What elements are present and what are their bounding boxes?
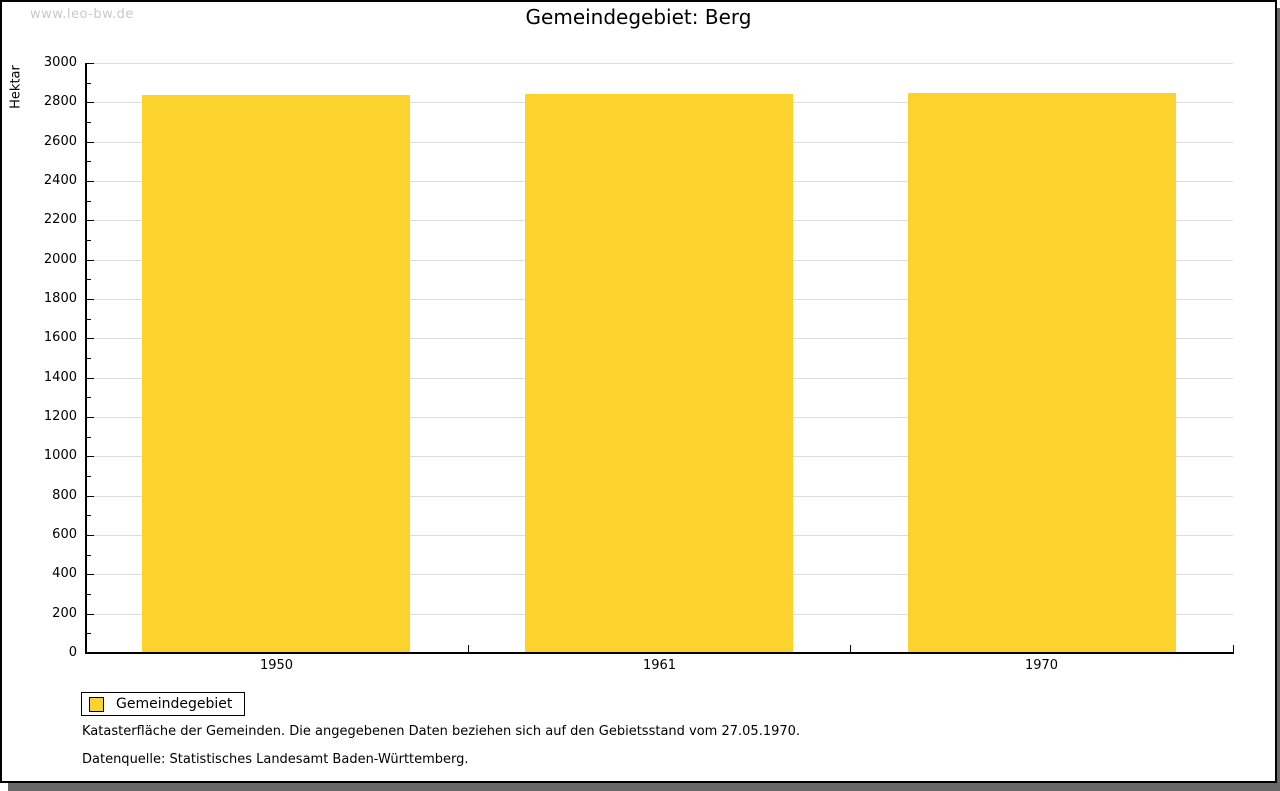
y-minor-tick [87,515,91,516]
bar-1950 [142,95,410,653]
watermark-text: www.leo-bw.de [30,7,134,22]
x-tick-label: 1961 [642,658,677,673]
y-tick-label: 2000 [43,252,77,267]
y-axis-title-text: Hektar [8,65,24,109]
x-axis-line [85,652,1234,654]
y-major-tick [87,456,94,457]
y-minor-tick [87,201,91,202]
y-major-tick [87,220,94,221]
x-tick-label: 1970 [1024,658,1059,673]
y-axis-line [85,63,87,654]
y-minor-tick [87,122,91,123]
y-tick-label: 600 [52,527,77,542]
y-major-tick [87,142,94,143]
footer-note: Katasterfläche der Gemeinden. Die angege… [82,724,801,739]
y-major-tick [87,260,94,261]
x-boundary-tick [1233,645,1234,653]
y-tick-label: 2600 [43,134,77,149]
y-tick-label: 1400 [43,370,77,385]
legend-swatch [89,696,104,712]
y-tick-label: 200 [52,606,77,621]
x-boundary-tick [85,645,86,653]
y-major-tick [87,299,94,300]
x-boundary-tick [850,645,851,653]
x-tick-label: 1950 [259,658,294,673]
bar-1961 [525,94,793,653]
chart-title: Gemeindegebiet: Berg [525,5,752,29]
y-minor-tick [87,555,91,556]
y-tick-label: 0 [68,645,77,660]
y-minor-tick [87,319,91,320]
y-major-tick [87,63,94,64]
y-minor-tick [87,279,91,280]
legend-box: Gemeindegebiet [81,692,246,716]
y-tick-label: 2200 [43,212,77,227]
y-minor-tick [87,476,91,477]
y-major-tick [87,614,94,615]
y-minor-tick [87,437,91,438]
y-minor-tick [87,594,91,595]
y-major-tick [87,338,94,339]
y-major-tick [87,653,94,654]
y-tick-label: 1600 [43,330,77,345]
y-major-tick [87,417,94,418]
footer-source: Datenquelle: Statistisches Landesamt Bad… [82,752,469,767]
y-tick-label: 1800 [43,291,77,306]
y-minor-tick [87,83,91,84]
y-major-tick [87,181,94,182]
y-minor-tick [87,633,91,634]
y-tick-label: 1000 [43,448,77,463]
y-minor-tick [87,397,91,398]
y-tick-label: 2800 [43,94,77,109]
y-tick-label: 400 [52,566,77,581]
y-tick-label: 800 [52,488,77,503]
y-major-tick [87,574,94,575]
y-major-tick [87,378,94,379]
y-tick-label: 2400 [43,173,77,188]
y-tick-label: 3000 [43,55,77,70]
y-major-tick [87,535,94,536]
y-tick-label: 1200 [43,409,77,424]
y-gridline [85,63,1233,64]
legend-label: Gemeindegebiet [116,696,233,712]
x-boundary-tick [468,645,469,653]
y-minor-tick [87,358,91,359]
y-minor-tick [87,161,91,162]
y-minor-tick [87,240,91,241]
y-major-tick [87,102,94,103]
bar-1970 [908,93,1176,653]
y-major-tick [87,496,94,497]
